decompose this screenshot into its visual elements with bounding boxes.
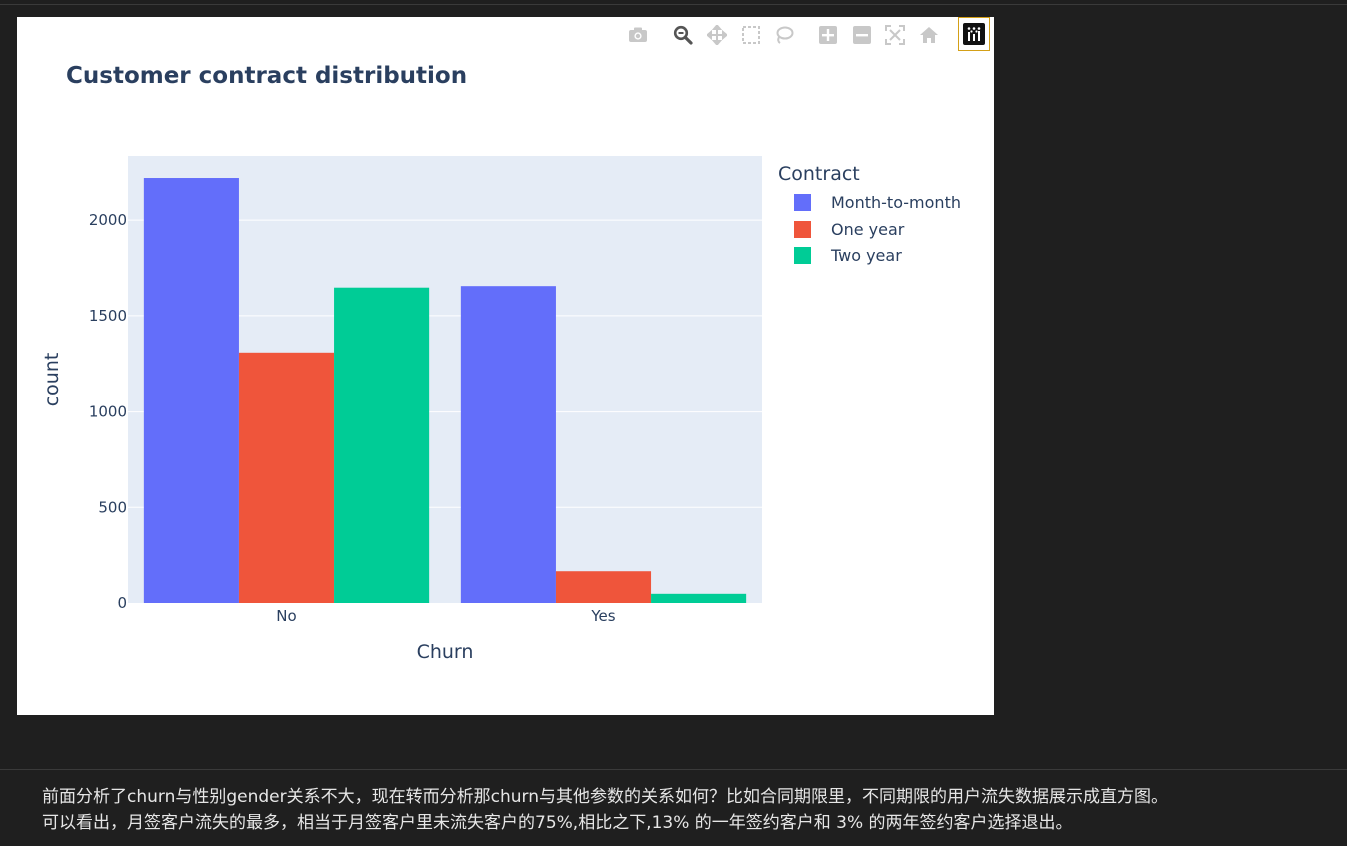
bottom-divider bbox=[0, 769, 1347, 770]
x-axis-title: Churn bbox=[417, 641, 474, 663]
y-tick-label: 1500 bbox=[89, 307, 127, 325]
zoom-icon[interactable] bbox=[671, 23, 695, 47]
legend-item-two-year[interactable]: Two year bbox=[794, 245, 902, 265]
chart-title: Customer contract distribution bbox=[66, 63, 468, 89]
legend-item-month-to-month[interactable]: Month-to-month bbox=[794, 192, 961, 212]
zoom-out-icon[interactable] bbox=[850, 23, 874, 47]
y-tick-label: 1000 bbox=[89, 403, 127, 421]
x-tick-labels: No Yes bbox=[276, 607, 615, 625]
modebar bbox=[17, 17, 994, 57]
x-tick-label: Yes bbox=[590, 607, 615, 625]
plotly-logo-icon[interactable] bbox=[958, 17, 990, 51]
pan-icon[interactable] bbox=[705, 23, 729, 47]
camera-icon[interactable] bbox=[626, 23, 650, 47]
bar-no-two-year[interactable] bbox=[334, 287, 430, 603]
y-tick-label: 0 bbox=[117, 594, 127, 612]
bar-yes-month-to-month[interactable] bbox=[460, 286, 556, 603]
markdown-line-2: 可以看出，月签客户流失的最多，相当于月签客户里未流失客户的75%,相比之下,13… bbox=[42, 813, 1073, 833]
zoom-in-icon[interactable] bbox=[816, 23, 840, 47]
legend-swatch bbox=[794, 220, 811, 238]
legend-label: Two year bbox=[831, 245, 902, 265]
legend-title: Contract bbox=[778, 163, 860, 185]
y-tick-label: 500 bbox=[98, 498, 127, 516]
autoscale-icon[interactable] bbox=[883, 23, 907, 47]
legend-swatch bbox=[794, 193, 811, 211]
bar-yes-one-year[interactable] bbox=[555, 571, 652, 603]
bar-yes-two-year[interactable] bbox=[651, 593, 747, 603]
top-divider bbox=[0, 4, 1347, 5]
home-icon[interactable] bbox=[917, 23, 941, 47]
legend-label: Month-to-month bbox=[831, 192, 961, 212]
x-tick-label: No bbox=[276, 607, 296, 625]
legend-label: One year bbox=[831, 219, 905, 239]
legend-item-one-year[interactable]: One year bbox=[794, 219, 905, 239]
box-select-icon[interactable] bbox=[739, 23, 763, 47]
bar-no-month-to-month[interactable] bbox=[143, 178, 239, 603]
lasso-select-icon[interactable] bbox=[772, 23, 796, 47]
bar-no-one-year[interactable] bbox=[238, 352, 335, 603]
y-tick-label: 2000 bbox=[89, 211, 127, 229]
bars bbox=[143, 178, 747, 603]
markdown-cell: 前面分析了churn与性别gender关系不大，现在转而分析那churn与其他参… bbox=[42, 784, 1342, 836]
markdown-line-1: 前面分析了churn与性别gender关系不大，现在转而分析那churn与其他参… bbox=[42, 787, 1168, 807]
legend-swatch bbox=[794, 246, 811, 264]
plot-container: Customer contract distribution 0 500 1000 1… bbox=[17, 17, 994, 715]
y-axis-title: count bbox=[41, 353, 63, 407]
chart-svg: 0 500 1000 1500 2000 No Yes Churn count bbox=[41, 156, 762, 663]
y-tick-labels: 0 500 1000 1500 2000 bbox=[89, 211, 127, 612]
